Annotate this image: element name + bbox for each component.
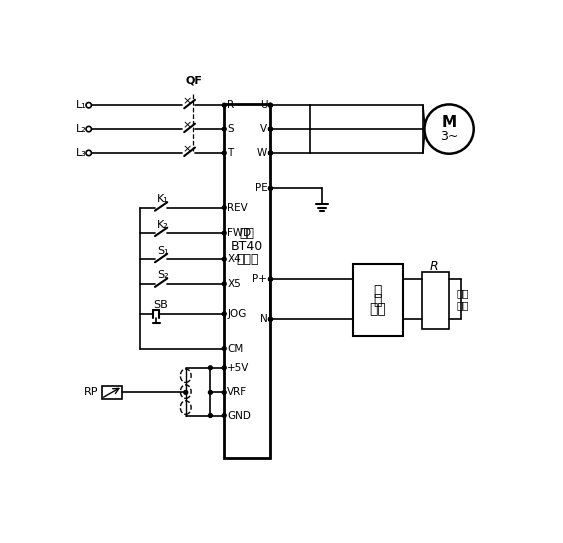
Text: ×: × bbox=[182, 144, 192, 154]
Circle shape bbox=[222, 206, 226, 210]
Text: X4: X4 bbox=[227, 254, 241, 264]
Circle shape bbox=[222, 390, 226, 394]
Text: ×: × bbox=[182, 96, 192, 106]
Circle shape bbox=[86, 127, 91, 132]
Text: 动: 动 bbox=[374, 293, 382, 307]
Circle shape bbox=[222, 257, 226, 261]
Circle shape bbox=[222, 151, 226, 155]
Circle shape bbox=[222, 346, 226, 350]
Circle shape bbox=[208, 366, 212, 370]
Text: 制: 制 bbox=[374, 284, 382, 298]
Text: N: N bbox=[260, 314, 267, 324]
Text: FWD: FWD bbox=[227, 228, 252, 238]
Text: 电阻: 电阻 bbox=[457, 300, 470, 311]
Text: X5: X5 bbox=[227, 279, 241, 289]
Text: L₃: L₃ bbox=[75, 148, 87, 158]
Text: R: R bbox=[227, 100, 234, 110]
Circle shape bbox=[222, 103, 226, 107]
Bar bbox=[224, 104, 270, 458]
Text: JOG: JOG bbox=[227, 309, 247, 319]
Text: GND: GND bbox=[227, 411, 251, 420]
Circle shape bbox=[269, 151, 272, 155]
Circle shape bbox=[269, 186, 272, 190]
Circle shape bbox=[222, 414, 226, 418]
Text: S₁: S₁ bbox=[157, 246, 168, 256]
Circle shape bbox=[269, 127, 272, 131]
Text: 单元: 单元 bbox=[369, 302, 386, 316]
Circle shape bbox=[269, 277, 272, 281]
Bar bbox=[422, 272, 449, 329]
Circle shape bbox=[269, 103, 272, 107]
Circle shape bbox=[222, 282, 226, 286]
Text: U: U bbox=[260, 100, 267, 110]
Circle shape bbox=[269, 277, 272, 281]
Text: QF: QF bbox=[185, 75, 202, 86]
Circle shape bbox=[222, 312, 226, 316]
Text: R: R bbox=[430, 261, 439, 273]
Circle shape bbox=[269, 127, 272, 131]
Circle shape bbox=[269, 103, 272, 107]
Text: +5V: +5V bbox=[227, 363, 250, 373]
Text: P+: P+ bbox=[252, 274, 267, 284]
Text: BT40: BT40 bbox=[231, 239, 263, 252]
Text: L₁: L₁ bbox=[75, 100, 86, 110]
Circle shape bbox=[269, 186, 272, 190]
Text: K₁: K₁ bbox=[157, 194, 168, 204]
Circle shape bbox=[208, 414, 212, 418]
Circle shape bbox=[86, 150, 91, 156]
Circle shape bbox=[222, 231, 226, 235]
Text: S: S bbox=[227, 124, 234, 134]
Text: ×: × bbox=[182, 120, 192, 130]
Text: M: M bbox=[441, 116, 457, 130]
Text: 3~: 3~ bbox=[440, 129, 458, 142]
Bar bbox=[102, 386, 122, 399]
Circle shape bbox=[222, 366, 226, 370]
Text: 制动: 制动 bbox=[457, 288, 470, 298]
Text: W: W bbox=[257, 148, 267, 158]
Text: 森兰: 森兰 bbox=[240, 226, 255, 239]
Circle shape bbox=[86, 103, 91, 108]
Text: S₂: S₂ bbox=[157, 270, 168, 280]
Circle shape bbox=[208, 390, 212, 394]
Text: REV: REV bbox=[227, 203, 248, 213]
Text: T: T bbox=[227, 148, 234, 158]
Text: K₂: K₂ bbox=[157, 219, 168, 230]
Bar bbox=[353, 264, 403, 336]
Text: 变频器: 变频器 bbox=[236, 252, 258, 266]
Text: VRF: VRF bbox=[227, 387, 248, 397]
Text: L₂: L₂ bbox=[75, 124, 86, 134]
Circle shape bbox=[269, 317, 272, 321]
Text: SB: SB bbox=[154, 300, 168, 310]
Circle shape bbox=[184, 390, 187, 394]
Text: CM: CM bbox=[227, 344, 244, 353]
Circle shape bbox=[269, 317, 272, 321]
Text: PE: PE bbox=[254, 184, 267, 193]
Circle shape bbox=[222, 127, 226, 131]
Circle shape bbox=[269, 151, 272, 155]
Text: V: V bbox=[260, 124, 267, 134]
Text: RP: RP bbox=[83, 387, 98, 397]
